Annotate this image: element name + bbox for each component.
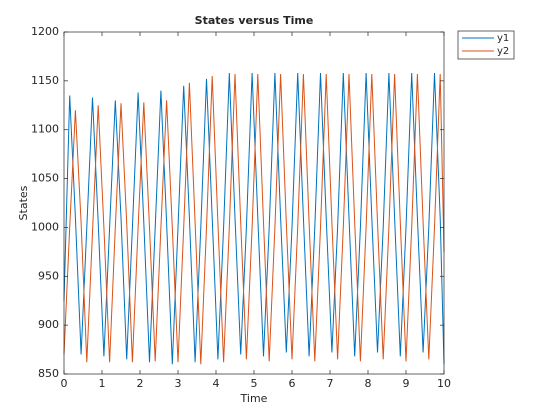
y-tick-label: 900 bbox=[38, 318, 59, 331]
legend-box bbox=[457, 30, 515, 60]
x-tick-label: 9 bbox=[403, 377, 410, 390]
y-tick-label: 1200 bbox=[31, 25, 59, 38]
y-tick-label: 1050 bbox=[31, 172, 59, 185]
line-series bbox=[63, 73, 445, 365]
y-tick-label: 1150 bbox=[31, 74, 59, 87]
x-tick-label: 3 bbox=[175, 377, 182, 390]
x-tick-label: 7 bbox=[327, 377, 334, 390]
legend-label: y1 bbox=[497, 33, 509, 44]
x-tick-label: 1 bbox=[99, 377, 106, 390]
y-tick-label: 1000 bbox=[31, 220, 59, 233]
y-tick-label: 950 bbox=[38, 269, 59, 282]
x-tick-label: 10 bbox=[437, 377, 451, 390]
y-tick-label: 850 bbox=[38, 367, 59, 380]
chart-title: States versus Time bbox=[195, 14, 314, 27]
x-tick-label: 2 bbox=[137, 377, 144, 390]
x-tick-label: 5 bbox=[251, 377, 258, 390]
y-tick-label: 1100 bbox=[31, 123, 59, 136]
x-tick-label: 4 bbox=[213, 377, 220, 390]
plot-area bbox=[64, 32, 444, 374]
x-axis-label: Time bbox=[240, 392, 268, 405]
legend-label: y2 bbox=[497, 46, 509, 57]
y-axis-label: States bbox=[17, 185, 30, 220]
x-tick-label: 0 bbox=[61, 377, 68, 390]
x-tick-label: 8 bbox=[365, 377, 372, 390]
x-tick-label: 6 bbox=[289, 377, 296, 390]
